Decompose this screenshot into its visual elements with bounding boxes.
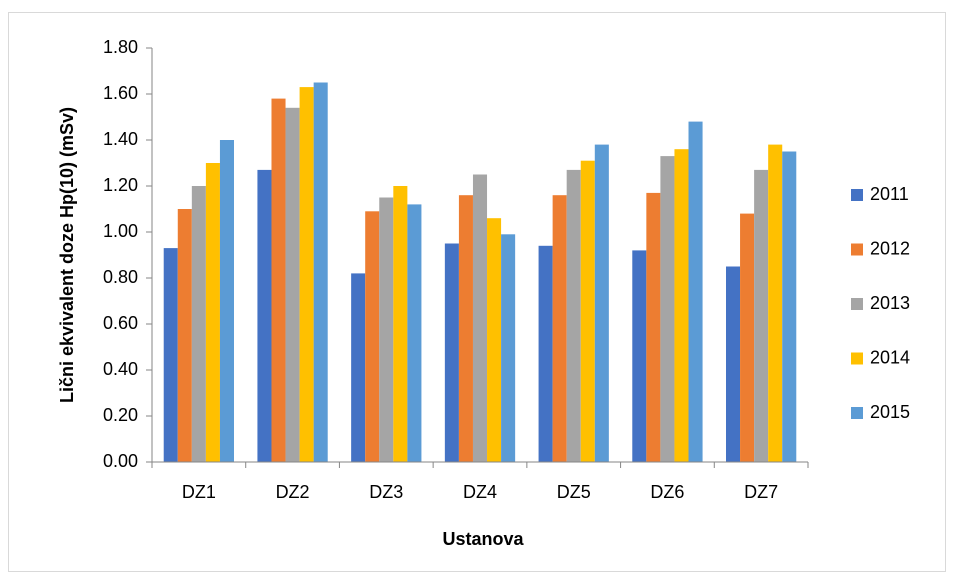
bar	[444, 243, 459, 462]
bar	[177, 209, 192, 462]
bar	[163, 248, 178, 462]
bar	[271, 98, 286, 462]
bar	[313, 82, 328, 462]
legend-swatch	[851, 407, 863, 419]
bar	[205, 163, 220, 462]
bar	[501, 234, 516, 462]
x-tick-label: DZ7	[744, 482, 778, 502]
x-tick-label: DZ5	[557, 482, 591, 502]
legend-swatch	[851, 352, 863, 365]
y-tick-label: 0.20	[103, 405, 138, 425]
x-tick-label: DZ6	[650, 482, 684, 502]
x-tick-label: DZ3	[369, 482, 403, 502]
bar	[191, 186, 206, 462]
bar	[566, 169, 581, 462]
legend-label: 2011	[870, 184, 909, 204]
x-tick-label: DZ2	[276, 482, 310, 502]
y-tick-label: 1.20	[103, 175, 138, 195]
legend-label: 2015	[870, 402, 910, 422]
legend-label: 2012	[870, 238, 910, 258]
bar	[487, 218, 502, 462]
bar	[219, 140, 234, 462]
bar	[472, 174, 488, 462]
legend-swatch	[851, 189, 863, 201]
bar	[552, 195, 567, 462]
bar	[660, 156, 675, 462]
bar	[754, 169, 769, 462]
y-tick-label: 0.80	[103, 267, 138, 287]
bar	[379, 197, 394, 462]
bar	[538, 245, 553, 462]
legend-swatch	[851, 298, 863, 310]
bar	[580, 160, 595, 462]
bar	[299, 87, 314, 462]
bar	[782, 151, 797, 462]
bar	[674, 149, 689, 462]
legend-swatch	[851, 243, 863, 256]
bar	[257, 169, 272, 462]
y-tick-label: 1.40	[103, 129, 138, 149]
y-tick-label: 0.60	[103, 313, 138, 333]
x-tick-label: DZ1	[182, 482, 216, 502]
bar	[594, 144, 609, 462]
y-tick-label: 0.40	[103, 359, 138, 379]
y-tick-label: 1.80	[103, 37, 138, 57]
bar	[768, 144, 783, 462]
bar	[726, 266, 741, 462]
y-tick-label: 1.00	[103, 221, 138, 241]
legend-label: 2014	[870, 347, 910, 367]
bar	[393, 186, 408, 462]
bar	[365, 211, 380, 462]
legend-label: 2013	[870, 293, 910, 313]
x-axis-title: Ustanova	[442, 529, 524, 549]
bar	[351, 273, 366, 462]
bar	[285, 107, 300, 463]
y-tick-label: 0.00	[103, 451, 138, 471]
x-tick-label: DZ4	[463, 482, 497, 502]
bar	[407, 204, 422, 462]
y-axis-title: Lični ekvivalent doze Hp(10) (mSv)	[57, 107, 77, 403]
y-tick-label: 1.60	[103, 83, 138, 103]
bar	[740, 213, 755, 462]
bar	[458, 195, 473, 462]
bar	[632, 250, 647, 462]
bar	[646, 192, 661, 462]
bar	[688, 121, 703, 462]
